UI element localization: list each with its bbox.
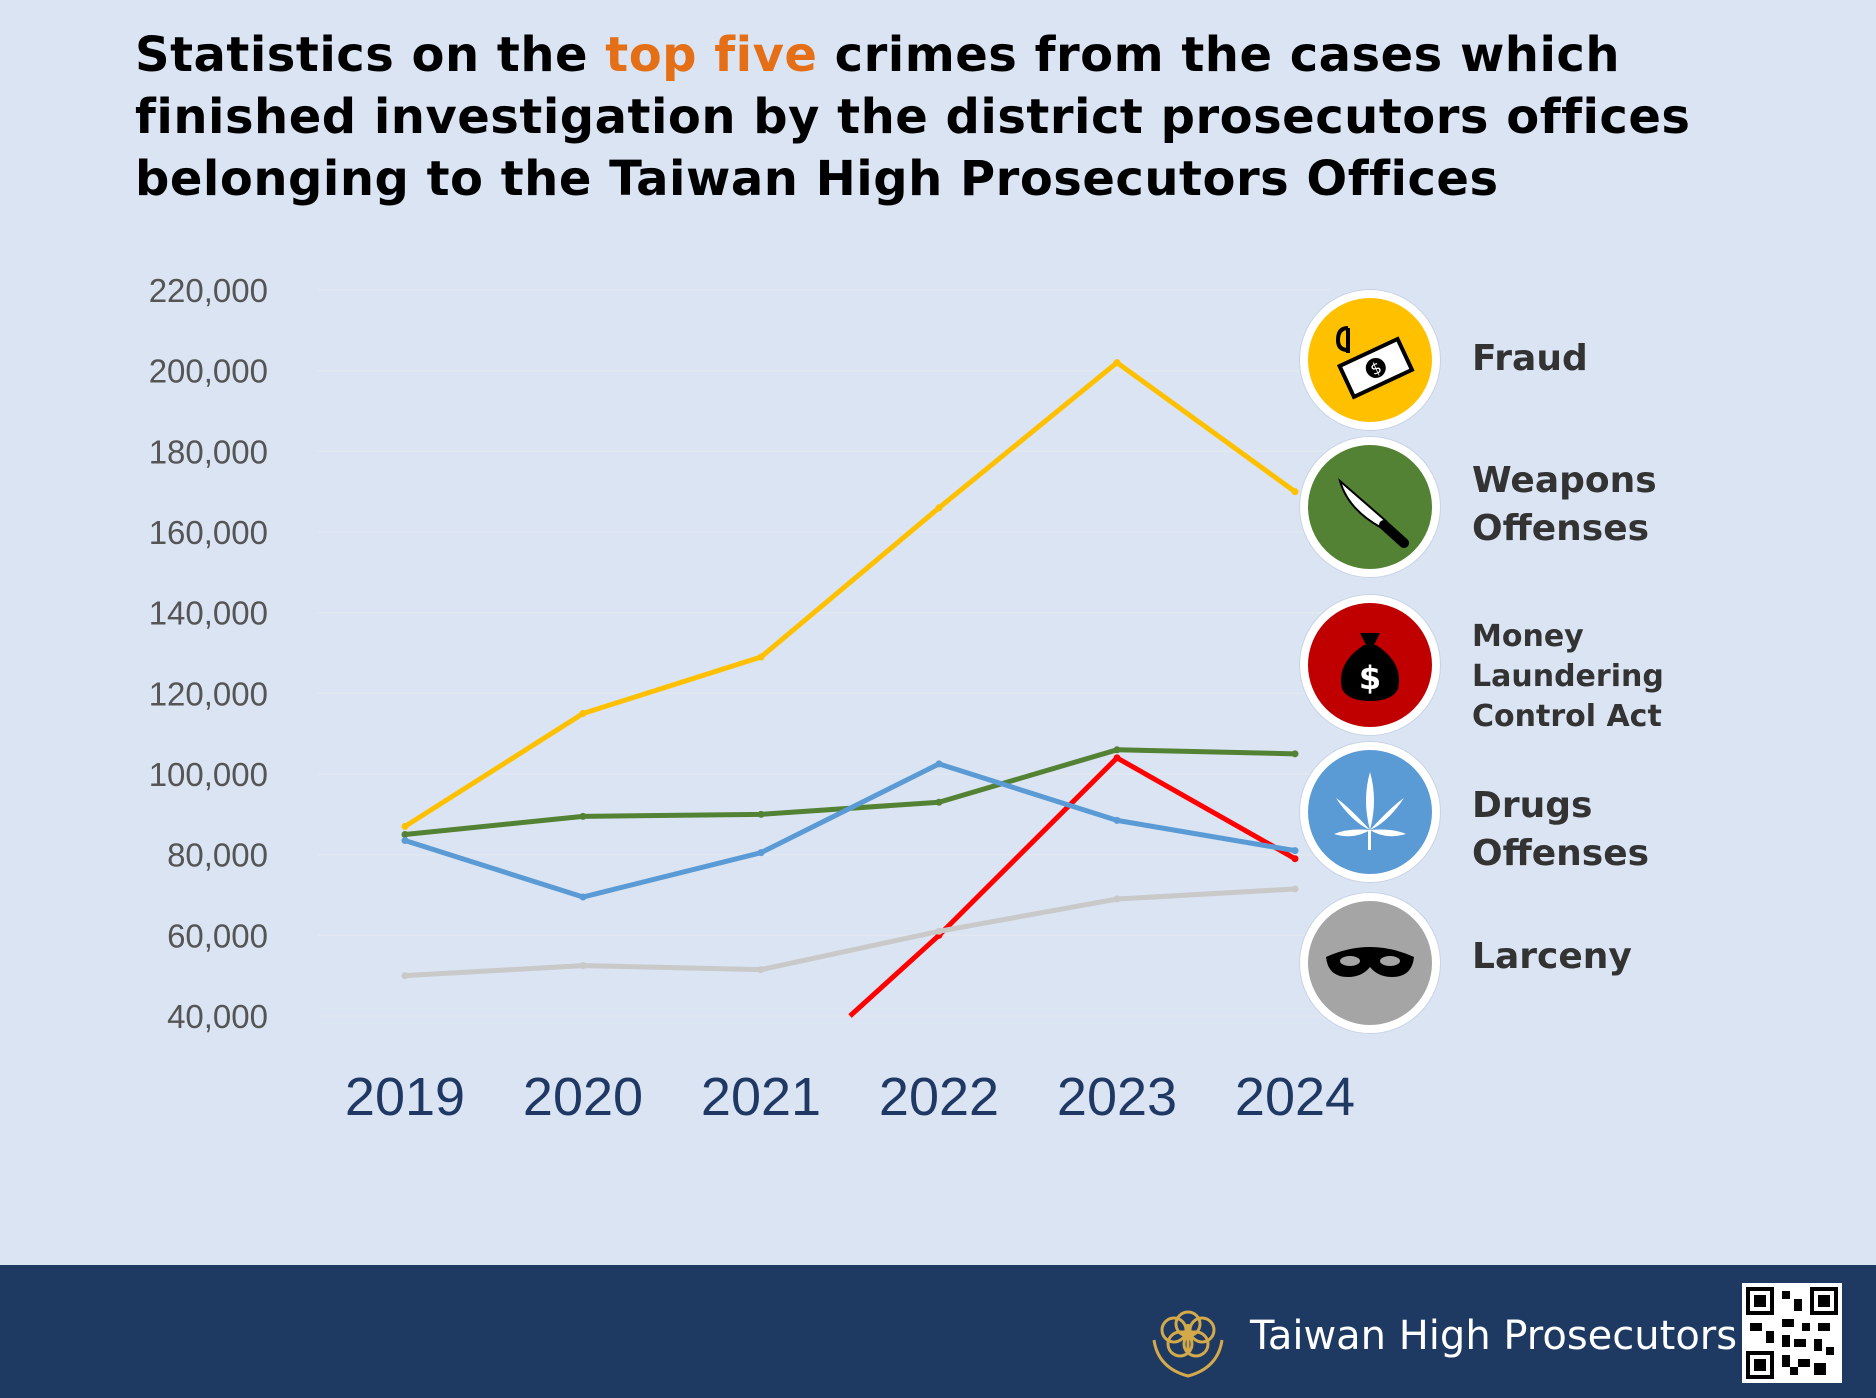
title-part-2: crimes from the cases which finished inv… bbox=[135, 27, 1691, 207]
svg-text:$: $ bbox=[1359, 659, 1381, 697]
data-point bbox=[1291, 750, 1299, 758]
data-point bbox=[579, 893, 587, 901]
x-tick-label: 2019 bbox=[345, 1067, 465, 1127]
data-point bbox=[935, 760, 943, 768]
cannabis-leaf-icon bbox=[1300, 742, 1440, 882]
series-line bbox=[404, 747, 1296, 837]
series-line bbox=[404, 761, 1296, 900]
legend-label: Larceny bbox=[1472, 936, 1632, 977]
data-point bbox=[579, 962, 587, 970]
data-point bbox=[1113, 754, 1121, 762]
x-tick-label: 2022 bbox=[879, 1067, 999, 1127]
data-point bbox=[757, 966, 765, 974]
y-tick-label: 80,000 bbox=[167, 837, 268, 874]
data-point bbox=[757, 849, 765, 857]
data-point bbox=[1291, 885, 1299, 893]
data-point bbox=[1291, 855, 1299, 863]
money-hook-icon: $ bbox=[1300, 290, 1440, 430]
x-tick-label: 2021 bbox=[701, 1067, 821, 1127]
data-point bbox=[401, 831, 409, 838]
data-point bbox=[579, 812, 587, 820]
legend-label: Money Laundering Control Act bbox=[1472, 619, 1664, 734]
y-tick-label: 220,000 bbox=[149, 272, 268, 309]
y-tick-label: 100,000 bbox=[149, 756, 268, 793]
data-point bbox=[935, 927, 943, 935]
data-point bbox=[1113, 746, 1121, 754]
y-tick-label: 160,000 bbox=[149, 514, 268, 551]
data-point bbox=[935, 798, 943, 806]
data-point bbox=[401, 972, 409, 980]
data-point bbox=[935, 504, 943, 512]
data-point bbox=[401, 822, 409, 830]
knife-icon bbox=[1300, 437, 1440, 577]
series-line bbox=[403, 360, 1297, 829]
data-point bbox=[1113, 359, 1121, 367]
series-line bbox=[848, 755, 1297, 1018]
data-point bbox=[757, 653, 765, 661]
y-tick-label: 140,000 bbox=[149, 595, 268, 632]
chart-title: Statistics on the top five crimes from t… bbox=[135, 24, 1835, 210]
y-tick-label: 40,000 bbox=[167, 998, 268, 1035]
x-tick-label: 2023 bbox=[1057, 1067, 1177, 1127]
title-highlight: top five bbox=[605, 27, 818, 83]
data-point bbox=[579, 710, 587, 717]
y-tick-label: 180,000 bbox=[149, 433, 268, 470]
y-tick-label: 60,000 bbox=[167, 917, 268, 954]
y-tick-label: 200,000 bbox=[149, 353, 268, 390]
x-tick-label: 2024 bbox=[1235, 1067, 1355, 1127]
data-point bbox=[1113, 895, 1121, 903]
data-point bbox=[1113, 816, 1121, 824]
prosecutor-emblem-icon bbox=[1152, 1310, 1224, 1378]
money-bag-icon: $ bbox=[1300, 595, 1440, 735]
data-point bbox=[1291, 488, 1299, 496]
legend-label: Drugs Offenses bbox=[1472, 785, 1650, 874]
footer-bar bbox=[0, 1265, 1876, 1398]
data-point bbox=[1291, 847, 1299, 855]
data-point bbox=[757, 810, 765, 818]
organization-name: Taiwan High Prosecutors bbox=[1250, 1313, 1738, 1359]
y-tick-label: 120,000 bbox=[149, 675, 268, 712]
qr-code-icon[interactable] bbox=[1742, 1283, 1842, 1383]
thief-mask-icon bbox=[1300, 893, 1440, 1033]
series-line bbox=[404, 886, 1296, 979]
x-tick-label: 2020 bbox=[523, 1067, 643, 1127]
title-part-1: Statistics on the bbox=[135, 27, 606, 83]
line-chart: 40,000 60,000 80,000 100,000 120,000 140,000 1… bbox=[149, 272, 1355, 1127]
legend-label: Fraud bbox=[1472, 338, 1588, 379]
legend-label: Weapons Offenses bbox=[1472, 460, 1657, 549]
data-point bbox=[401, 837, 409, 845]
